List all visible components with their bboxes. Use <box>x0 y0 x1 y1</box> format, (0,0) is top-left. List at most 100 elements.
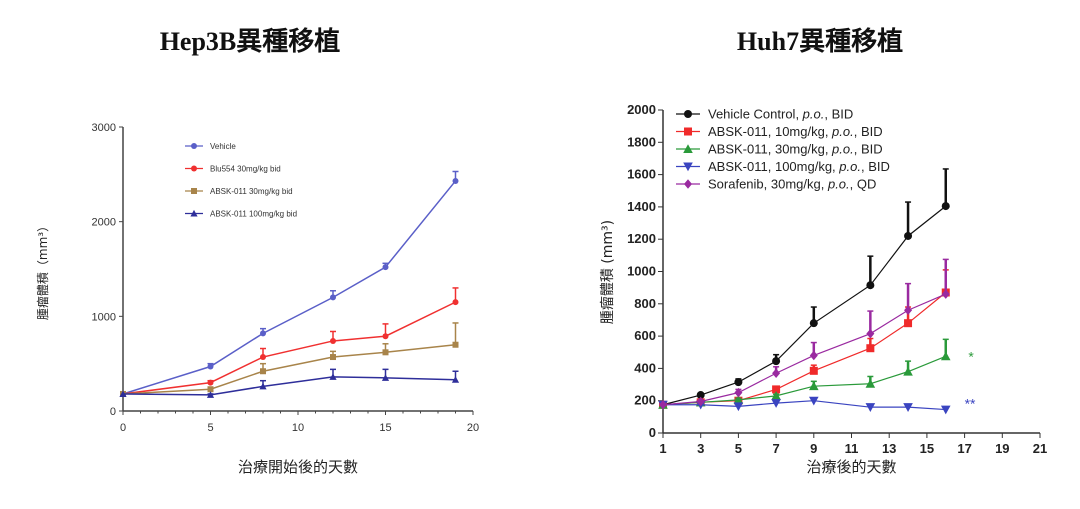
y-tick-label: 1200 <box>627 231 656 246</box>
x-tick-label: 13 <box>882 441 896 456</box>
legend-label: Vehicle <box>210 142 236 151</box>
y-tick-label: 400 <box>634 360 656 375</box>
legend-label: Sorafenib, 30mg/kg, p.o., QD <box>708 177 876 192</box>
y-tick-label: 0 <box>649 425 656 440</box>
data-point <box>382 333 389 340</box>
x-tick-label: 17 <box>957 441 971 456</box>
data-point <box>904 305 913 316</box>
legend-marker <box>684 110 692 118</box>
data-point <box>452 341 459 348</box>
data-point <box>771 399 781 408</box>
x-tick-label: 5 <box>735 441 742 456</box>
data-point <box>733 395 744 404</box>
y-tick-label: 600 <box>634 328 656 343</box>
data-point <box>206 391 215 398</box>
legend-text-part: , BID <box>861 159 890 174</box>
y-tick-label: 1600 <box>627 167 656 182</box>
data-point <box>207 386 214 393</box>
legend-label: ABSK-011, 10mg/kg, p.o., BID <box>708 124 883 139</box>
series-line <box>122 376 456 396</box>
legend-text-part: ABSK-011, 30mg/kg, <box>708 142 832 157</box>
y-tick-label: 2000 <box>627 102 656 117</box>
x-tick-label: 1 <box>659 441 666 456</box>
data-point <box>940 405 951 415</box>
data-point <box>696 396 705 407</box>
data-point <box>119 390 127 397</box>
y-tick-label: 1000 <box>92 311 116 323</box>
series-line <box>663 400 946 411</box>
series-1 <box>659 269 950 409</box>
x-tick-label: 15 <box>920 441 934 456</box>
significance-mark: ** <box>965 395 976 411</box>
y-tick-label: 2000 <box>92 217 116 229</box>
legend-text-part: p.o. <box>802 107 825 122</box>
data-point <box>382 264 389 271</box>
data-point <box>260 354 266 361</box>
x-tick-label: 5 <box>207 422 213 434</box>
x-tick-label: 3 <box>697 441 704 456</box>
data-point <box>452 177 459 184</box>
legend-marker <box>683 162 693 172</box>
legend-text-part: , BID <box>824 107 853 122</box>
y-tick-label: 3000 <box>92 122 116 134</box>
x-tick-label: 21 <box>1033 441 1047 456</box>
y-tick-label: 1400 <box>627 199 656 214</box>
data-point <box>659 399 667 410</box>
legend-text-part: Vehicle Control, <box>708 107 803 122</box>
data-point <box>809 319 818 328</box>
y-axis-label: 腫瘤體積 (mm³) <box>599 220 616 324</box>
y-tick-label: 1800 <box>627 134 656 149</box>
legend-text-part: , QD <box>850 177 877 192</box>
data-point <box>734 378 743 387</box>
legend-label: ABSK-011 30mg/kg bid <box>210 187 293 196</box>
series-line <box>122 180 457 395</box>
series-line <box>662 205 947 406</box>
data-point <box>866 344 875 353</box>
x-tick-label: 7 <box>772 441 779 456</box>
data-point <box>903 366 913 376</box>
legend-marker <box>191 143 197 149</box>
data-point <box>259 382 267 390</box>
data-point <box>382 349 389 356</box>
series-2 <box>120 322 459 397</box>
y-tick-label: 200 <box>634 393 656 408</box>
data-point <box>451 376 460 383</box>
legend-text-part: Sorafenib, 30mg/kg, <box>708 177 828 192</box>
series-line <box>662 355 946 406</box>
legend-text-part: ABSK-011 30mg/kg bid <box>210 187 293 196</box>
data-point <box>941 202 950 211</box>
data-point <box>772 385 781 394</box>
data-point <box>330 337 336 344</box>
data-point <box>734 387 743 398</box>
legend-text-part: ABSK-011, 100mg/kg, <box>708 159 839 174</box>
series-0 <box>120 170 459 397</box>
legend-marker <box>684 127 692 136</box>
data-point <box>733 402 744 412</box>
significance-mark: * <box>968 348 974 364</box>
chart-title: Huh7異種移植 <box>737 27 903 56</box>
x-axis-label: 治療後的天數 <box>806 458 896 476</box>
data-point <box>866 328 875 339</box>
legend-text-part: p.o. <box>831 142 854 157</box>
x-tick-label: 19 <box>995 441 1009 456</box>
legend-label: Vehicle Control, p.o., BID <box>708 107 853 122</box>
data-point <box>903 403 913 412</box>
data-point <box>809 381 819 391</box>
y-tick-label: 800 <box>634 296 656 311</box>
x-tick-label: 11 <box>845 441 859 456</box>
series-line <box>122 301 456 395</box>
legend-text-part: p.o. <box>838 159 861 174</box>
data-point <box>866 281 875 290</box>
legend-label: ABSK-011, 30mg/kg, p.o., BID <box>708 142 883 157</box>
data-point <box>330 294 336 301</box>
legend-marker <box>191 188 197 194</box>
data-point <box>381 374 390 381</box>
data-point <box>329 373 337 380</box>
series-line <box>122 343 456 395</box>
legend-marker <box>190 209 198 217</box>
x-tick-label: 10 <box>292 422 304 434</box>
y-tick-label: 0 <box>110 406 116 418</box>
data-point <box>772 357 781 366</box>
legend-text-part: Vehicle <box>210 142 236 151</box>
